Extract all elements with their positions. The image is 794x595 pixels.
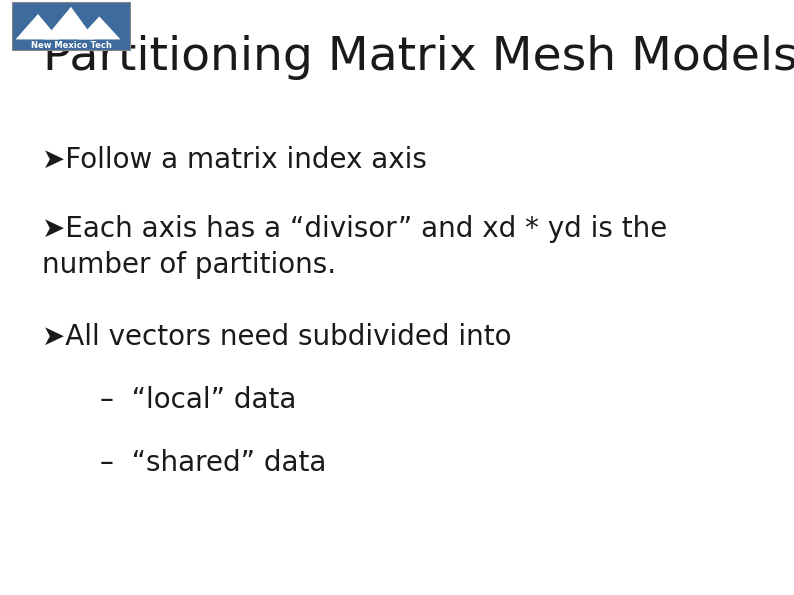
Text: –  “local” data: – “local” data <box>100 386 296 414</box>
FancyBboxPatch shape <box>12 2 130 50</box>
Text: New Mexico Tech: New Mexico Tech <box>30 40 111 50</box>
Polygon shape <box>16 14 60 39</box>
Text: ➤All vectors need subdivided into: ➤All vectors need subdivided into <box>42 323 511 351</box>
Polygon shape <box>78 17 121 39</box>
Polygon shape <box>44 7 94 39</box>
Text: Partitioning Matrix Mesh Models: Partitioning Matrix Mesh Models <box>43 35 794 80</box>
Text: –  “shared” data: – “shared” data <box>100 449 326 477</box>
Text: ➤Each axis has a “divisor” and xd * yd is the
number of partitions.: ➤Each axis has a “divisor” and xd * yd i… <box>42 215 667 280</box>
Text: ➤Follow a matrix index axis: ➤Follow a matrix index axis <box>42 146 427 174</box>
